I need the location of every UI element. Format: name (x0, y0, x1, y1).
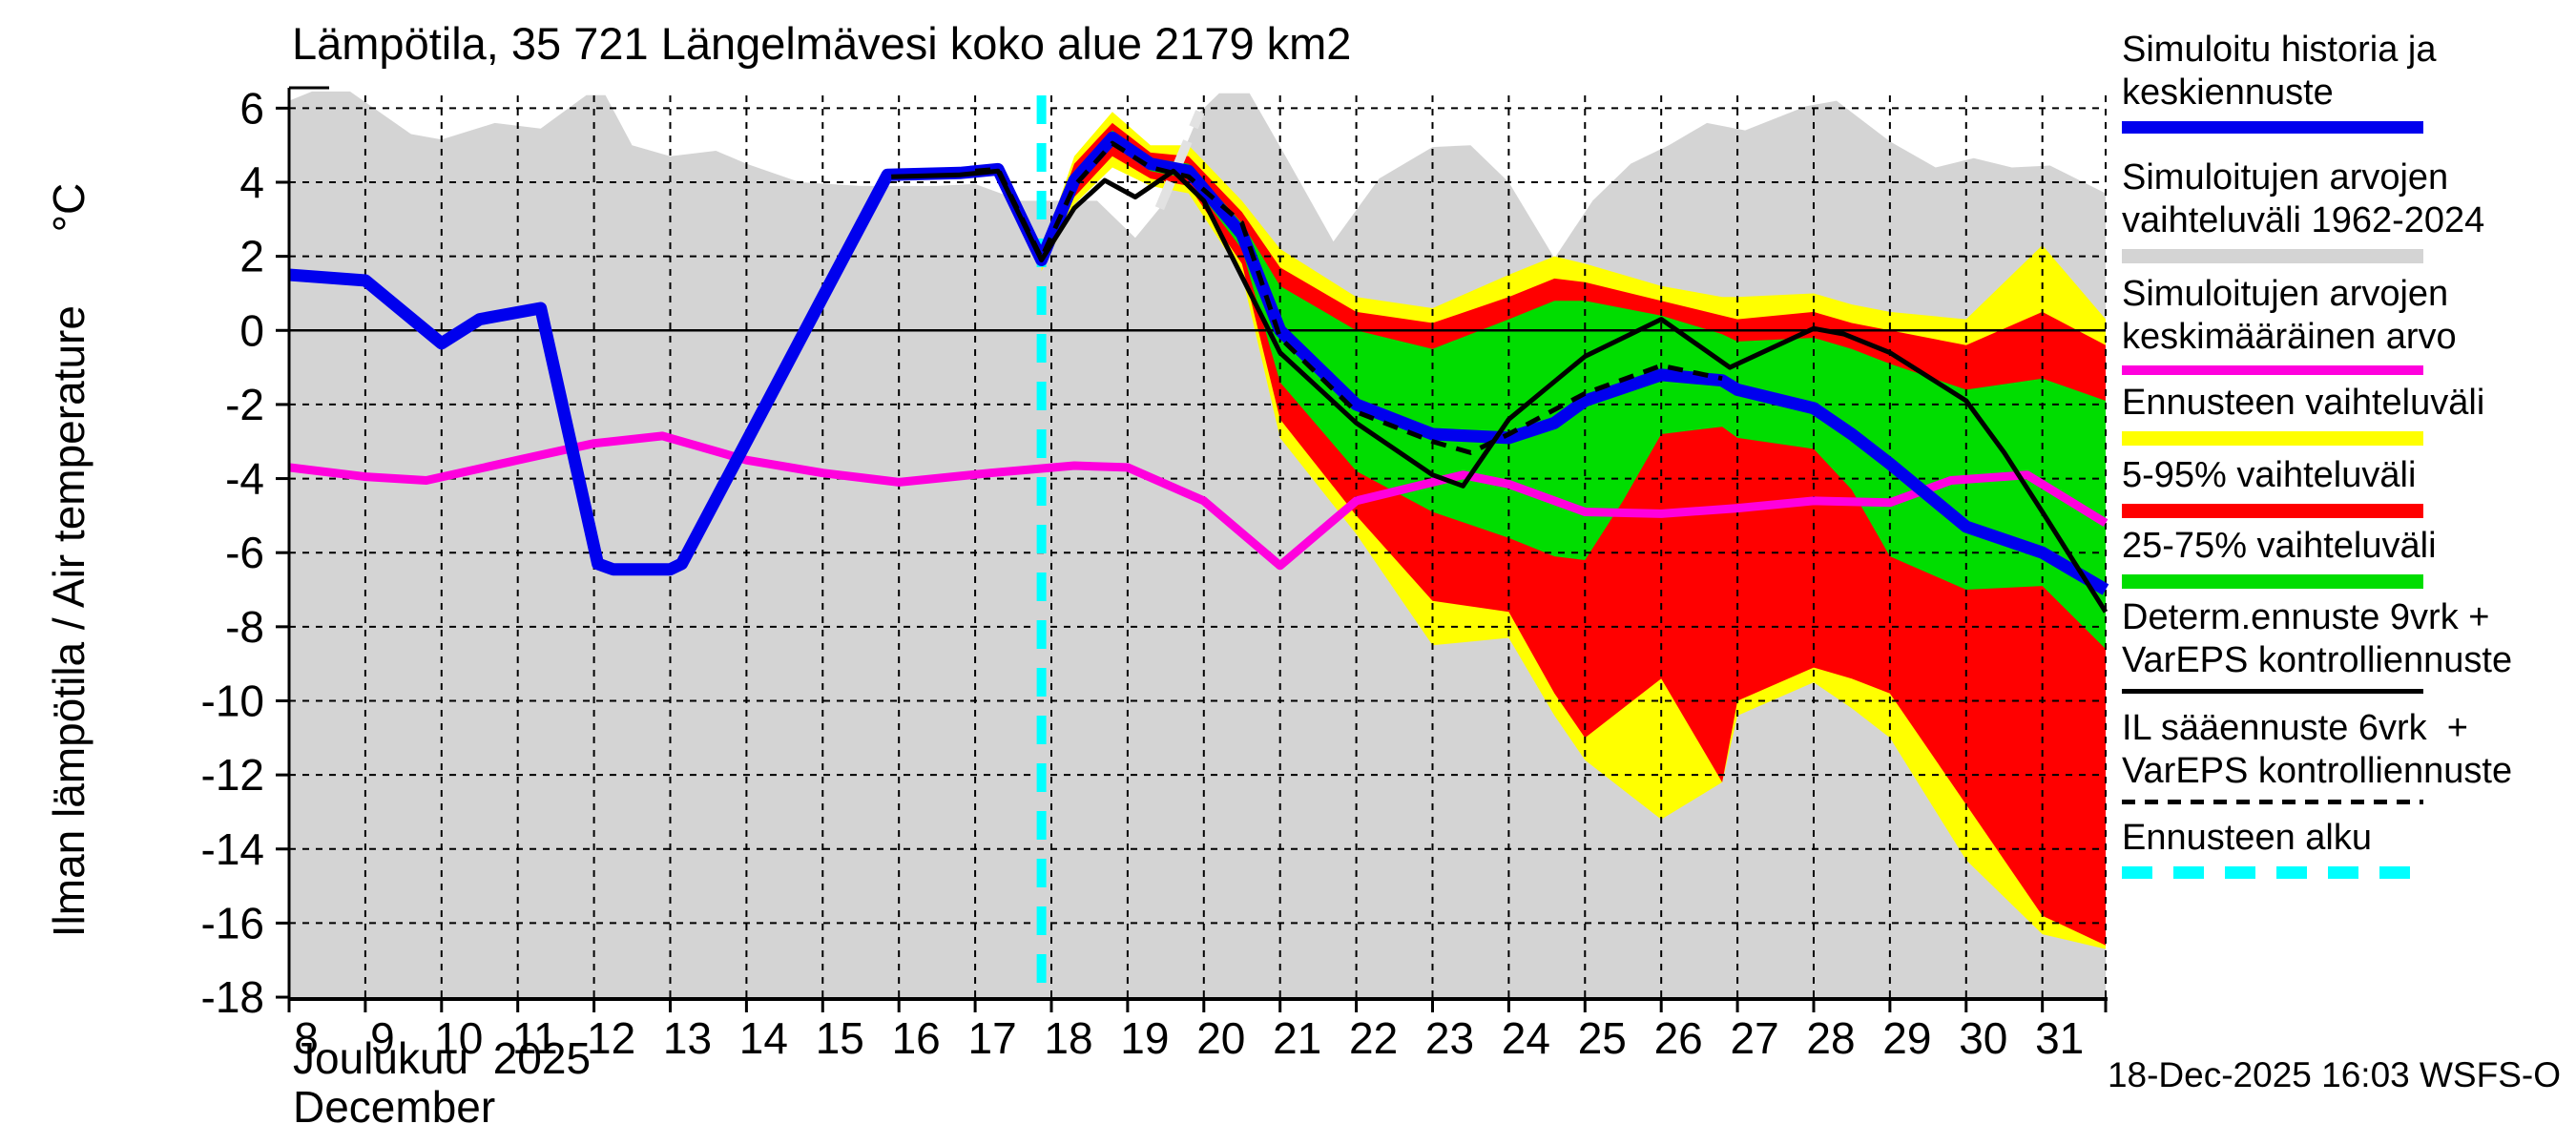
legend-swatch-band (2122, 574, 2423, 589)
x-tick-label: 12 (587, 1013, 635, 1063)
y-tick-label: 2 (239, 232, 264, 281)
legend-swatch-line (2122, 689, 2423, 694)
y-tick-label: 6 (239, 83, 264, 133)
legend-label: 25-75% vaihteluväli (2122, 526, 2437, 566)
x-tick-label: 21 (1273, 1013, 1321, 1063)
il-forecast-line (974, 140, 1723, 455)
x-tick-label: 31 (2035, 1013, 2084, 1063)
x-tick-label: 18 (1044, 1013, 1092, 1063)
x-axis-month-fi: Joulukuu 2025 (293, 1033, 592, 1083)
legend-label: 5-95% vaihteluväli (2122, 455, 2417, 495)
legend-label: keskimääräinen arvo (2122, 317, 2457, 357)
legend-label: VarEPS kontrolliennuste (2122, 751, 2513, 791)
y-tick-label: -6 (225, 528, 264, 577)
deterministic-forecast-line (891, 168, 2109, 614)
y-tick-label: -8 (225, 602, 264, 652)
page-title: Lämpötila, 35 721 Längelmävesi koko alue… (292, 18, 1352, 69)
x-tick-label: 17 (968, 1013, 1017, 1063)
legend-swatch-band (2122, 249, 2423, 263)
x-tick-label: 22 (1349, 1013, 1398, 1063)
x-tick-label: 19 (1120, 1013, 1169, 1063)
y-tick-label: -12 (201, 750, 264, 800)
legend-swatch-line (2122, 365, 2423, 375)
y-tick-label: -2 (225, 380, 264, 429)
y-tick-label: -10 (201, 676, 264, 725)
x-tick-label: 30 (1959, 1013, 2007, 1063)
legend-item-8: Ennusteen alku (2122, 817, 2423, 879)
x-tick-label: 20 (1196, 1013, 1245, 1063)
legend-item-3: Ennusteen vaihteluväli (2122, 382, 2484, 446)
legend-item-2: Simuloitujen arvojen keskimääräinen arvo (2122, 273, 2457, 375)
timestamp: 18-Dec-2025 16:03 WSFS-O (2107, 1055, 2561, 1094)
legend-swatch-band (2122, 431, 2423, 446)
history-and-mean-forecast-line (288, 131, 2109, 595)
x-tick-label: 9 (370, 1013, 395, 1063)
y-tick-label: -14 (201, 824, 264, 874)
legend-label: IL sääennuste 6vrk + (2122, 708, 2468, 748)
band-25-75 (1041, 130, 2106, 650)
x-tick-label: 15 (816, 1013, 864, 1063)
y-tick-label: -18 (201, 972, 264, 1022)
legend-label: Simuloitu historia ja (2122, 30, 2437, 70)
legend-label: Determ.ennuste 9vrk + (2122, 597, 2490, 637)
legend-swatch-line (2122, 866, 2423, 879)
x-tick-label: 16 (892, 1013, 941, 1063)
x-tick-label: 27 (1731, 1013, 1779, 1063)
legend-swatch-band (2122, 504, 2423, 518)
legend-label: vaihteluväli 1962-2024 (2122, 200, 2485, 240)
x-tick-label: 24 (1502, 1013, 1550, 1063)
x-tick-label: 11 (512, 1013, 558, 1063)
legend-label: Ennusteen vaihteluväli (2122, 383, 2485, 423)
legend-label: Simuloitujen arvojen (2122, 274, 2449, 314)
legend-item-1: Simuloitujen arvojen vaihteluväli 1962-20… (2122, 156, 2484, 263)
simulated-mean-line (288, 431, 2109, 571)
legend-swatch-line (2122, 800, 2423, 804)
legend-item-7: IL sääennuste 6vrk + VarEPS kontrolliennu… (2122, 707, 2512, 804)
x-axis-month-en: December (293, 1082, 496, 1132)
legend-item-5: 25-75% vaihteluväli (2122, 525, 2437, 589)
y-tick-label: 4 (239, 157, 264, 207)
legend-swatch-line (2122, 121, 2423, 134)
y-tick-label: 0 (239, 305, 264, 355)
legend-item-0: Simuloitu historia ja keskiennuste (2122, 29, 2436, 134)
legend-item-4: 5-95% vaihteluväli (2122, 454, 2423, 518)
x-tick-label: 28 (1806, 1013, 1855, 1063)
y-axis-label: Ilman lämpötila / Air temperature °C (44, 182, 93, 938)
x-tick-label: 29 (1882, 1013, 1931, 1063)
legend-label: VarEPS kontrolliennuste (2122, 640, 2513, 680)
x-tick-label: 26 (1654, 1013, 1703, 1063)
y-tick-label: -16 (201, 898, 264, 947)
legend-label: Simuloitujen arvojen (2122, 157, 2449, 198)
x-tick-label: 25 (1578, 1013, 1627, 1063)
legend-label: keskiennuste (2122, 73, 2334, 113)
x-tick-label: 13 (663, 1013, 712, 1063)
legend-label: Ennusteen alku (2122, 818, 2372, 858)
x-tick-label: 10 (434, 1013, 483, 1063)
y-tick-label: -4 (225, 454, 264, 504)
x-tick-label: 14 (739, 1013, 788, 1063)
x-tick-label: 8 (294, 1013, 319, 1063)
legend-item-6: Determ.ennuste 9vrk + VarEPS kontrollienn… (2122, 596, 2512, 694)
gray-band-edge-stripe (1154, 110, 1205, 211)
x-tick-label: 23 (1425, 1013, 1474, 1063)
